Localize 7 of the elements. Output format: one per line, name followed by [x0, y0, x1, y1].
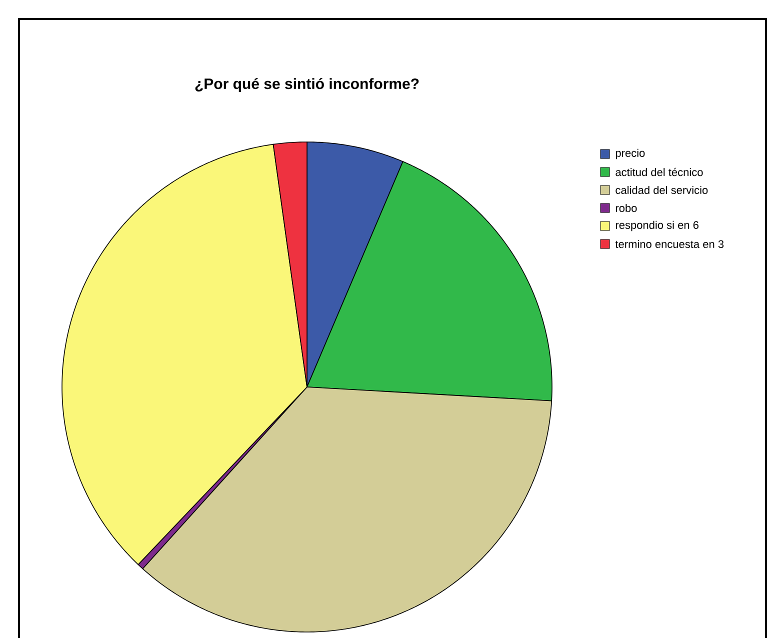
legend-label: calidad del servicio [616, 186, 708, 194]
legend-label: respondio si en 6 [616, 220, 698, 232]
legend-label: robo [616, 204, 637, 212]
legend-label: precio [616, 148, 645, 160]
chart-title: ¿Por qué se sintió inconforme? [195, 78, 419, 92]
legend-label: actitud del técnico [616, 168, 703, 176]
legend-label: termino encuesta en 3 [615, 240, 724, 248]
